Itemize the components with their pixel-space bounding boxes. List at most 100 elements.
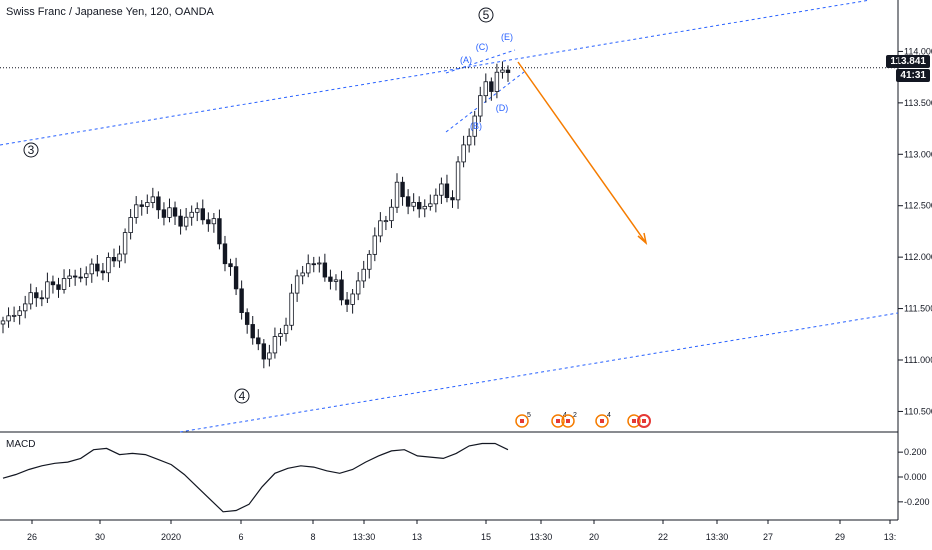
candle-body <box>183 216 189 227</box>
candle-body <box>72 275 78 278</box>
candle-body <box>156 196 161 211</box>
wedge-upper-line[interactable] <box>445 49 516 74</box>
wave-5-label: 5 <box>478 7 494 23</box>
candle-body <box>394 181 400 208</box>
candle-body <box>478 95 483 117</box>
candle-body <box>45 281 50 299</box>
candle-body <box>428 203 433 207</box>
candle-body <box>178 215 183 227</box>
candle-body <box>450 197 455 201</box>
projection-arrow-head <box>637 232 648 246</box>
channel-upper-line[interactable] <box>0 0 871 146</box>
candle-body <box>350 293 355 305</box>
candle-body <box>322 262 328 278</box>
time-tick-label: 13: <box>884 532 897 542</box>
candle-body <box>244 312 250 325</box>
wave-3-text: 3 <box>28 143 35 157</box>
wave-4-text: 4 <box>239 389 246 403</box>
candle-body <box>267 352 272 360</box>
event-marker-4-count: 4 <box>607 412 611 419</box>
candle-body <box>206 219 211 225</box>
wedge-lower-line[interactable] <box>445 71 525 133</box>
candle-body <box>505 69 511 73</box>
candle-body <box>106 257 111 274</box>
time-tick-label: 27 <box>763 532 773 542</box>
candle-body <box>344 299 350 305</box>
candle-body <box>461 144 466 163</box>
candle-body <box>89 263 94 275</box>
candle-body <box>400 181 405 198</box>
price-tick-label: 112.500 <box>904 201 932 211</box>
candle-body <box>494 71 500 92</box>
candle-body <box>233 266 239 290</box>
candle-body <box>161 209 167 218</box>
event-marker-2[interactable]: 4 <box>551 412 567 428</box>
candle-body <box>489 81 494 92</box>
wave-c-label: (C) <box>476 42 489 52</box>
candle-body <box>34 292 39 299</box>
event-marker-1[interactable]: 5 <box>515 412 531 428</box>
candle-body <box>50 281 56 286</box>
event-marker-1-count: 5 <box>527 412 531 419</box>
candle-body <box>433 194 439 205</box>
time-tick-label: 20 <box>589 532 599 542</box>
wave-e-label: (E) <box>501 32 513 42</box>
candle-body <box>67 275 72 279</box>
candle-body <box>222 243 228 265</box>
time-tick-label: 22 <box>658 532 668 542</box>
candle-body <box>455 161 461 201</box>
candle-body <box>61 278 67 290</box>
event-marker-6[interactable] <box>637 414 651 428</box>
candle-body <box>150 196 156 203</box>
candle-body <box>355 280 361 295</box>
candle-body <box>417 201 422 210</box>
candle-body <box>311 263 316 266</box>
candle-body <box>361 268 366 282</box>
price-tick-label: 113.500 <box>904 98 932 108</box>
candle-body <box>328 276 333 282</box>
chart-title: Swiss Franc / Japanese Yen, 120, OANDA <box>6 6 214 18</box>
channel-lower-line[interactable] <box>179 312 899 433</box>
candle-body <box>100 270 106 274</box>
event-marker-3[interactable]: 2 <box>561 412 577 428</box>
candle-body <box>128 217 133 234</box>
candle-body <box>378 220 383 237</box>
candles-group <box>0 61 511 369</box>
event-marker-4[interactable]: 4 <box>595 412 611 428</box>
candle-body <box>439 183 444 196</box>
candle-body <box>139 204 144 207</box>
candle-body <box>333 279 339 282</box>
event-marker-3-count: 2 <box>573 412 577 419</box>
candle-body <box>117 253 122 262</box>
candle-body <box>228 263 233 268</box>
price-tick-label: 114.000 <box>904 46 932 56</box>
candle-body <box>133 204 139 218</box>
projection-arrow-line[interactable] <box>517 61 647 244</box>
candle-body <box>372 235 378 255</box>
candle-body <box>272 336 278 354</box>
candle-body <box>483 81 489 97</box>
event-marker-5[interactable] <box>627 414 641 428</box>
wave-5-text: 5 <box>483 8 490 22</box>
candle-body <box>217 218 222 245</box>
time-tick-label: 29 <box>835 532 845 542</box>
candle-body <box>84 273 89 278</box>
candle-body <box>28 292 33 305</box>
wave-4-label: 4 <box>234 388 250 404</box>
time-tick-label: 13:30 <box>353 532 376 542</box>
candle-body <box>22 303 28 312</box>
candle-body <box>111 257 117 262</box>
macd-label: MACD <box>6 439 36 450</box>
candle-body <box>383 220 389 223</box>
candle-body <box>0 320 6 325</box>
candle-body <box>339 279 344 301</box>
candle-body <box>200 208 205 221</box>
candle-body <box>78 276 83 279</box>
time-tick-label: 6 <box>238 532 243 542</box>
wave-3-label: 3 <box>23 142 39 158</box>
candle-body <box>145 202 150 207</box>
macd-tick-label: 0.000 <box>904 472 927 482</box>
candle-body <box>500 69 505 73</box>
